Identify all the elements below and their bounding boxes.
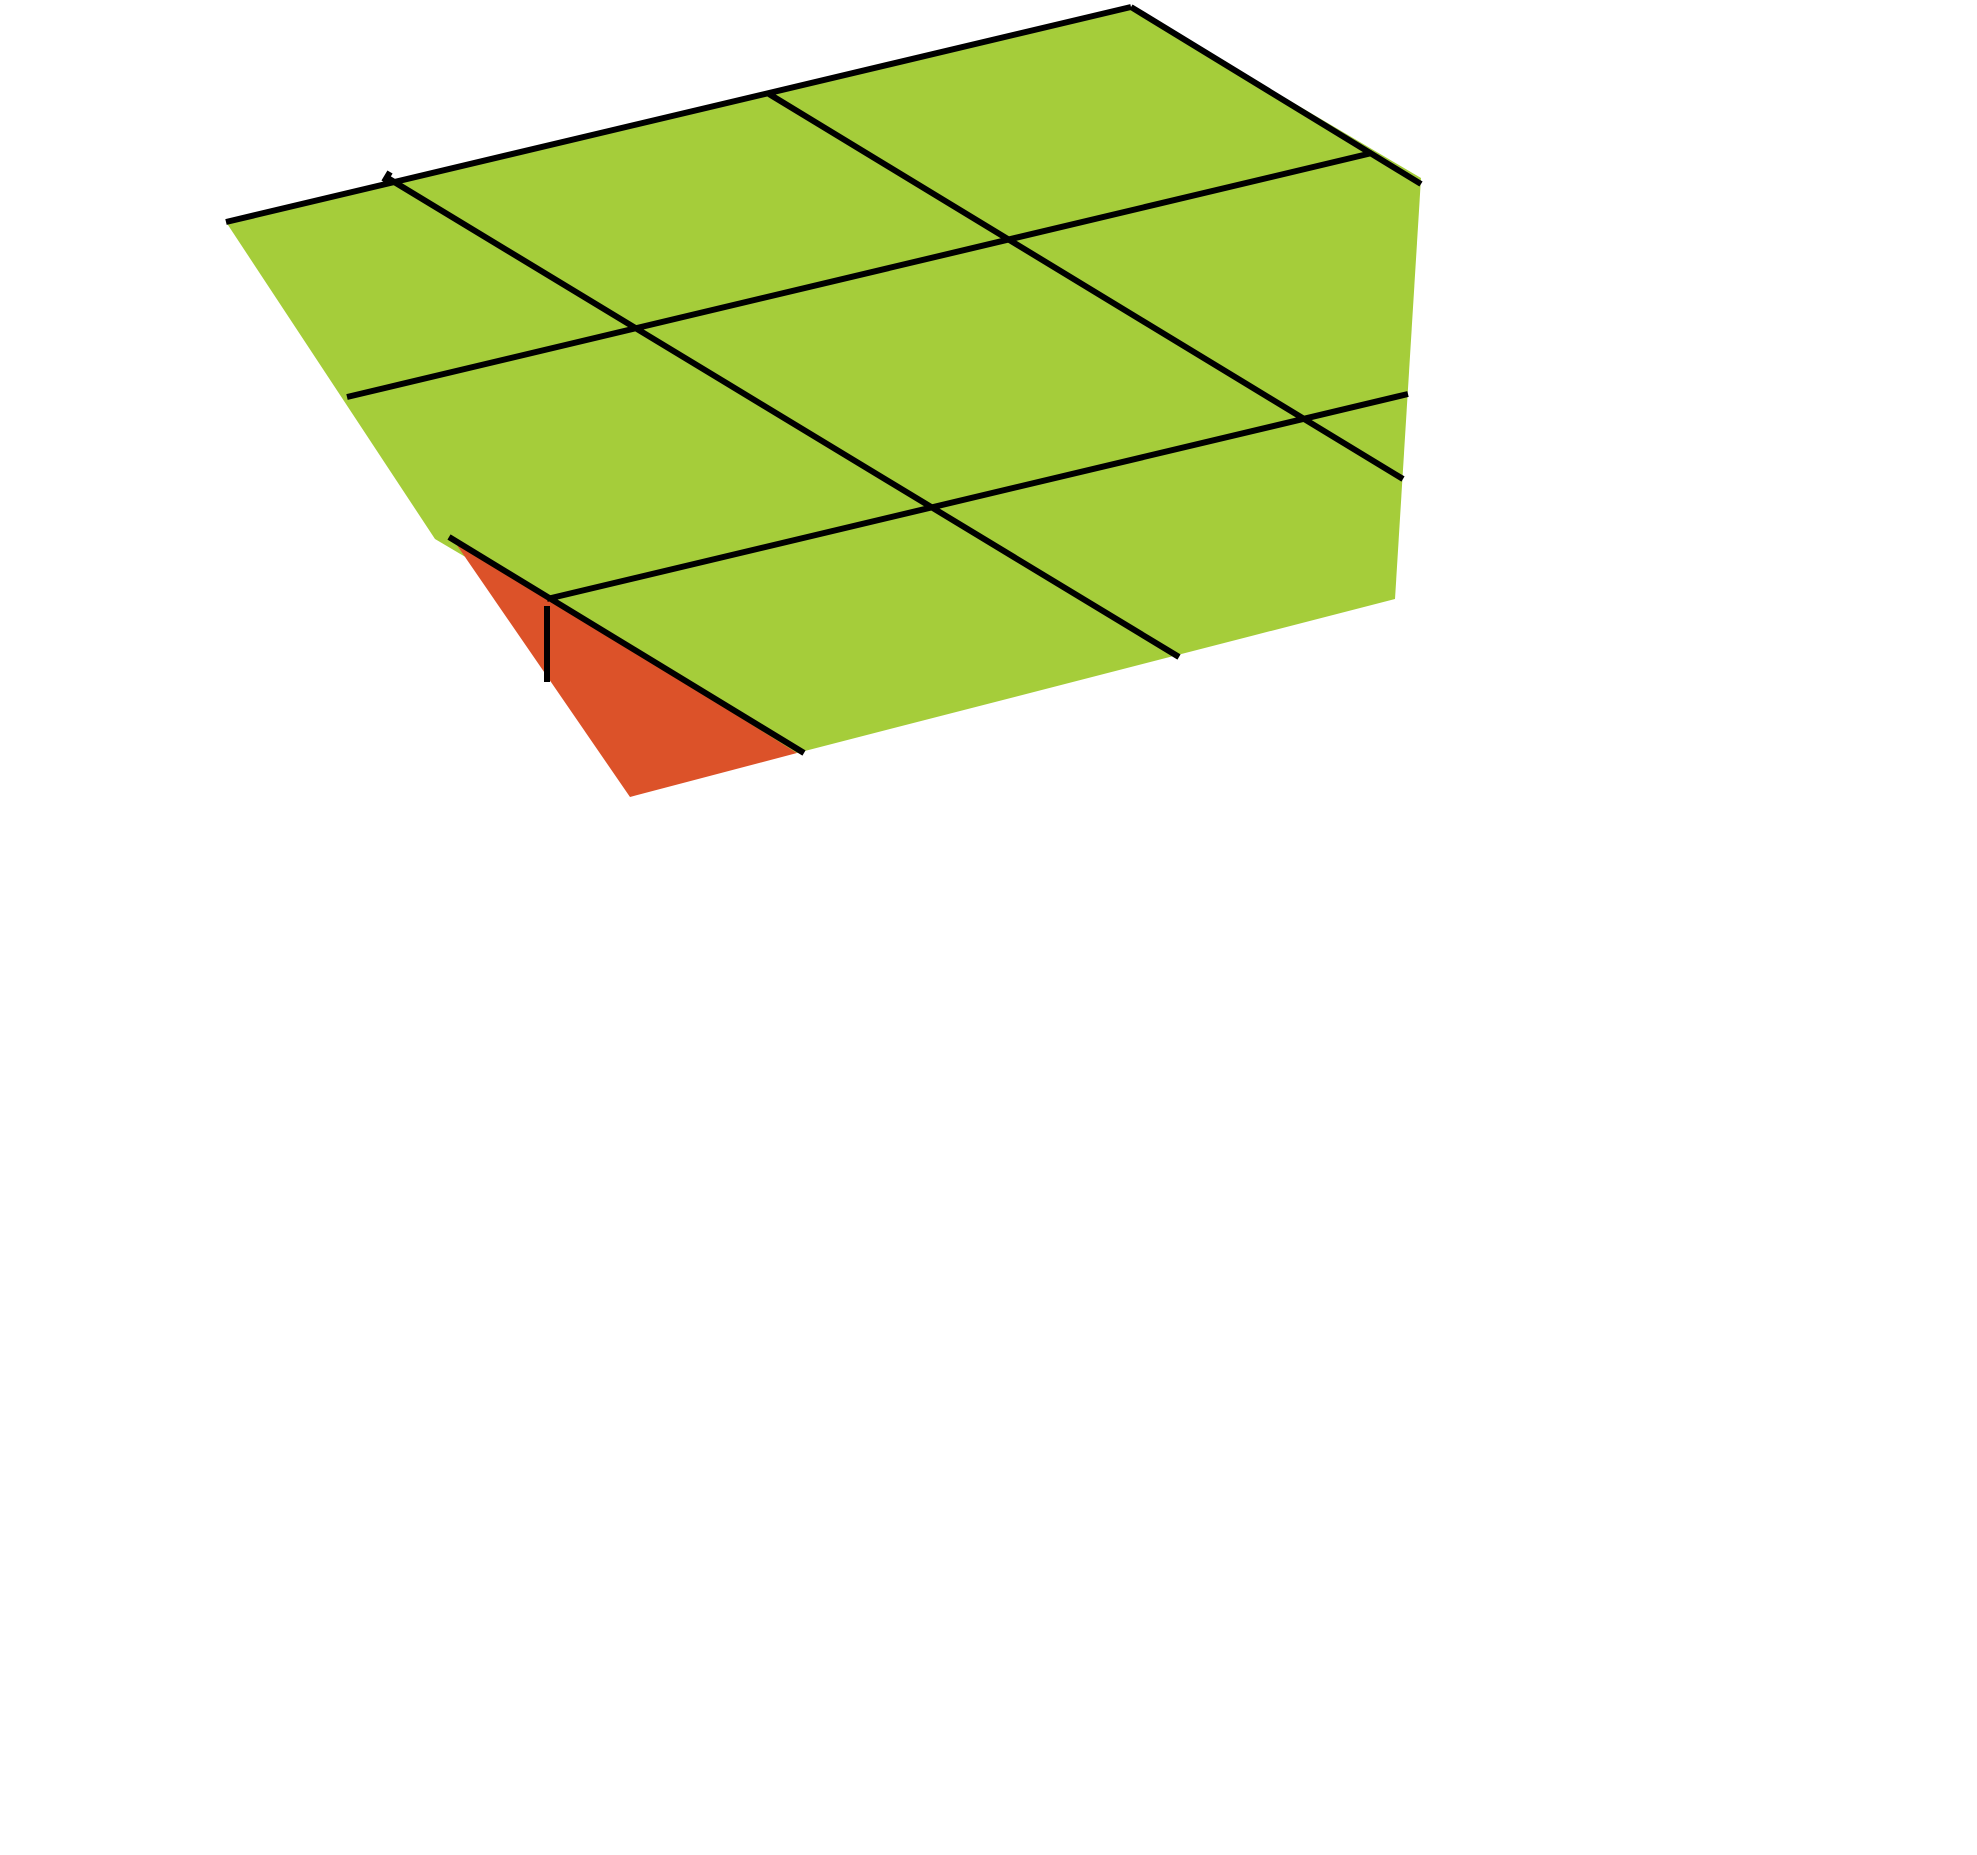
grid-line-col-3 (1129, 4, 1423, 187)
grid-tick-top (381, 170, 393, 184)
orange-face (452, 538, 797, 797)
grid-lines (225, 4, 1423, 756)
grid-line-row-2 (346, 150, 1373, 400)
grid-line-col-0 (447, 534, 806, 756)
grid-line-row-3 (546, 391, 1409, 602)
green-face (226, 7, 1421, 753)
grid-line-col-1 (384, 174, 1181, 660)
grid-line-col-2 (767, 91, 1405, 482)
grid-line-row-1 (225, 4, 1132, 225)
